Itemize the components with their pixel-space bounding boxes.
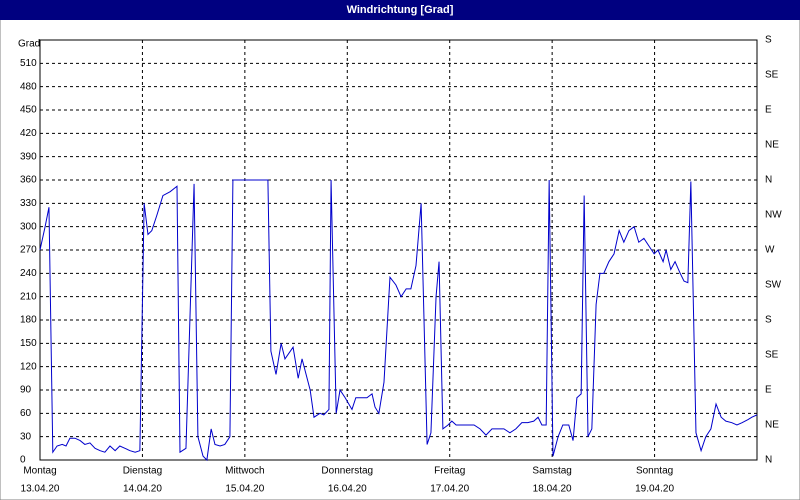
- x-tick-date: 18.04.20: [533, 484, 572, 495]
- y-tick-label: 150: [20, 338, 37, 349]
- y-axis-label: Grad: [18, 39, 40, 50]
- x-tick-label: Montag: [23, 466, 56, 477]
- x-tick-date: 16.04.20: [328, 484, 367, 495]
- y2-tick-label: NE: [765, 420, 779, 431]
- y2-tick-label: S: [765, 35, 772, 46]
- y-tick-label: 450: [20, 105, 37, 116]
- y-tick-label: 270: [20, 245, 37, 256]
- y2-tick-label: N: [765, 175, 772, 186]
- x-tick-label: Freitag: [434, 466, 465, 477]
- y-tick-label: 30: [20, 431, 32, 442]
- y-tick-label: 180: [20, 315, 37, 326]
- y-tick-label: 510: [20, 58, 37, 69]
- y2-tick-label: E: [765, 105, 772, 116]
- y-tick-label: 360: [20, 175, 37, 186]
- title-bar: [0, 0, 800, 20]
- y2-tick-label: NW: [765, 210, 782, 221]
- x-tick-date: 15.04.20: [225, 484, 264, 495]
- x-tick-label: Sonntag: [636, 466, 673, 477]
- data-line: [39, 179, 758, 462]
- y-tick-label: 120: [20, 361, 37, 372]
- y2-tick-label: S: [765, 315, 772, 326]
- y-tick-label: 480: [20, 81, 37, 92]
- y-tick-label: 90: [20, 385, 32, 396]
- y-tick-label: 390: [20, 151, 37, 162]
- y-tick-label: 330: [20, 198, 37, 209]
- x-tick-date: 17.04.20: [430, 484, 469, 495]
- y2-tick-label: W: [765, 245, 775, 256]
- y2-tick-label: NE: [765, 140, 779, 151]
- y-tick-label: 240: [20, 268, 37, 279]
- y2-tick-label: SW: [765, 280, 782, 291]
- y2-tick-label: N: [765, 455, 772, 466]
- x-tick-date: 13.04.20: [21, 484, 60, 495]
- y-tick-label: 0: [20, 455, 26, 466]
- y-tick-label: 300: [20, 221, 37, 232]
- chart-title: Windrichtung [Grad]: [347, 4, 454, 16]
- y-tick-label: 420: [20, 128, 37, 139]
- y2-tick-label: SE: [765, 70, 779, 81]
- x-tick-label: Donnerstag: [321, 466, 373, 477]
- x-tick-date: 19.04.20: [635, 484, 674, 495]
- y2-tick-label: SE: [765, 350, 779, 361]
- y-tick-label: 60: [20, 408, 32, 419]
- x-tick-date: 14.04.20: [123, 484, 162, 495]
- x-tick-label: Mittwoch: [225, 466, 264, 477]
- y2-tick-label: E: [765, 385, 772, 396]
- y-tick-label: 210: [20, 291, 37, 302]
- x-tick-label: Dienstag: [123, 466, 162, 477]
- x-tick-label: Samstag: [532, 466, 571, 477]
